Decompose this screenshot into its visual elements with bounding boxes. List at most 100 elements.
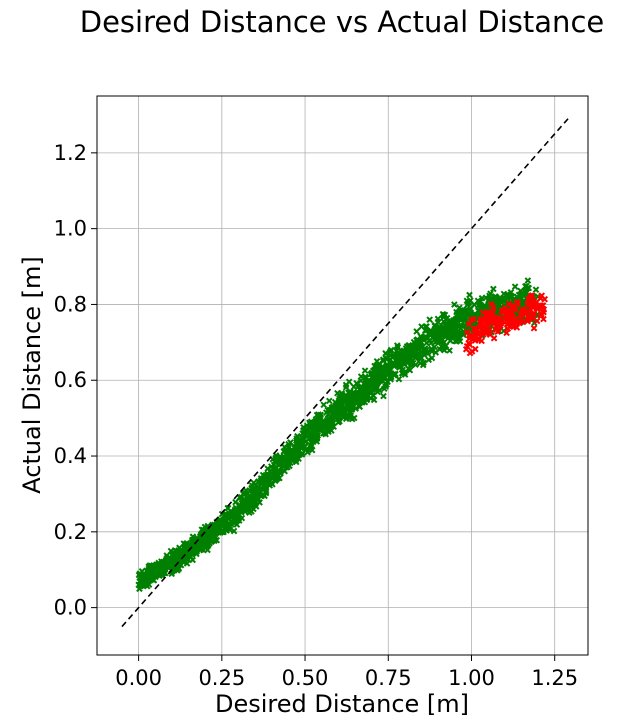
scatter-point-green: [380, 385, 388, 393]
scatter-point-green: [150, 576, 158, 584]
scatter-point-green: [412, 341, 419, 349]
scatter-point-green: [367, 371, 374, 378]
y-axis-label: Actual Distance [m]: [18, 256, 46, 494]
scatter-point-green: [317, 414, 324, 421]
scatter-point-green: [450, 332, 457, 340]
scatter-point-red: [472, 345, 479, 353]
scatter-point-red: [527, 314, 535, 321]
scatter-point-red: [479, 309, 487, 316]
scatter-point-green: [187, 553, 195, 561]
scatter-point-green: [496, 294, 503, 302]
scatter-point-green: [309, 438, 317, 445]
reference-line-group: [121, 118, 569, 628]
scatter-point-green: [321, 418, 329, 426]
scatter-point-red: [468, 316, 475, 324]
scatter-point-green: [338, 389, 346, 397]
x-tick-label: 1.25: [531, 666, 578, 690]
scatter-point-green: [136, 577, 144, 585]
scatter-point-green: [428, 354, 436, 362]
scatter-point-red: [505, 311, 512, 319]
scatter-point-green: [358, 385, 365, 392]
scatter-point-green: [371, 378, 378, 386]
scatter-point-green: [307, 418, 315, 426]
scatter-point-green: [361, 367, 369, 374]
scatter-point-red: [493, 315, 501, 323]
scatter-point-red: [530, 298, 538, 305]
scatter-point-green: [393, 347, 400, 355]
scatter-point-green: [314, 424, 322, 432]
scatter-point-green: [298, 438, 306, 446]
scatter-point-green: [224, 504, 232, 512]
scatter-point-green: [241, 489, 249, 497]
scatter-point-green: [325, 417, 333, 424]
scatter-point-green: [200, 526, 207, 534]
scatter-point-green: [232, 498, 239, 506]
scatter-point-red: [537, 310, 545, 318]
scatter-point-green: [154, 568, 162, 576]
scatter-point-green: [403, 358, 410, 365]
scatter-point-green: [285, 456, 292, 464]
scatter-point-red: [487, 317, 495, 324]
scatter-point-green: [376, 377, 384, 385]
y-tick-label: 0.6: [54, 368, 87, 392]
scatter-point-green: [233, 521, 241, 528]
scatter-point-green: [326, 397, 333, 405]
scatter-point-green: [276, 474, 283, 482]
scatter-point-green: [481, 302, 488, 309]
scatter-point-green: [210, 537, 218, 545]
scatter-point-green: [383, 381, 390, 388]
scatter-point-red: [466, 335, 474, 342]
scatter-point-green: [426, 316, 433, 323]
scatter-point-green: [455, 309, 463, 317]
scatter-point-green: [395, 375, 403, 383]
scatter-point-red: [501, 304, 509, 312]
scatter-point-green: [367, 388, 375, 395]
scatter-point-red: [480, 327, 488, 335]
scatter-point-green: [241, 495, 248, 503]
scatter-point-green: [443, 332, 450, 339]
scatter-point-red: [523, 308, 530, 315]
scatter-point-green: [451, 301, 458, 308]
plot-frame: [96, 95, 589, 656]
scatter-point-green: [334, 410, 341, 418]
scatter-point-green: [285, 447, 292, 454]
y-axis-ticks: 0.0 0.2 0.4 0.6 0.8 1.0 1.2: [54, 141, 97, 620]
scatter-point-green: [440, 313, 448, 321]
scatter-point-green: [363, 396, 371, 403]
scatter-point-green: [441, 343, 449, 350]
scatter-point-green: [284, 463, 291, 471]
scatter-point-green: [464, 301, 471, 309]
scatter-point-green: [307, 443, 315, 451]
scatter-point-green: [328, 427, 335, 434]
scatter-point-green: [309, 430, 316, 438]
scatter-point-green: [342, 415, 350, 423]
scatter-point-green: [235, 514, 243, 522]
scatter-point-green: [524, 277, 532, 284]
scatter-point-green: [416, 354, 423, 361]
x-axis-label: Desired Distance [m]: [215, 690, 469, 718]
scatter-point-green: [399, 369, 407, 376]
scatter-point-green: [338, 404, 346, 412]
scatter-point-green: [199, 536, 207, 544]
scatter-point-green: [321, 429, 329, 437]
scatter-point-red: [490, 304, 497, 311]
scatter-point-green: [357, 377, 365, 385]
scatter-point-green: [434, 337, 441, 345]
scatter-point-red: [511, 302, 518, 310]
scatter-point-green: [207, 532, 215, 539]
scatter-point-green: [398, 355, 406, 363]
scatter-points: [135, 277, 549, 593]
scatter-point-green: [328, 405, 336, 412]
scatter-point-green: [364, 379, 372, 387]
scatter-point-green: [287, 439, 294, 446]
scatter-point-green: [412, 361, 419, 369]
scatter-point-green: [413, 336, 420, 344]
scatter-point-green: [532, 286, 540, 293]
scatter-point-green: [440, 327, 448, 335]
scatter-point-green: [197, 546, 205, 554]
scatter-point-red: [517, 310, 525, 318]
scatter-point-red: [540, 306, 548, 313]
x-tick-label: 1.00: [448, 666, 495, 690]
scatter-point-green: [222, 516, 229, 523]
scatter-point-red: [503, 329, 510, 337]
